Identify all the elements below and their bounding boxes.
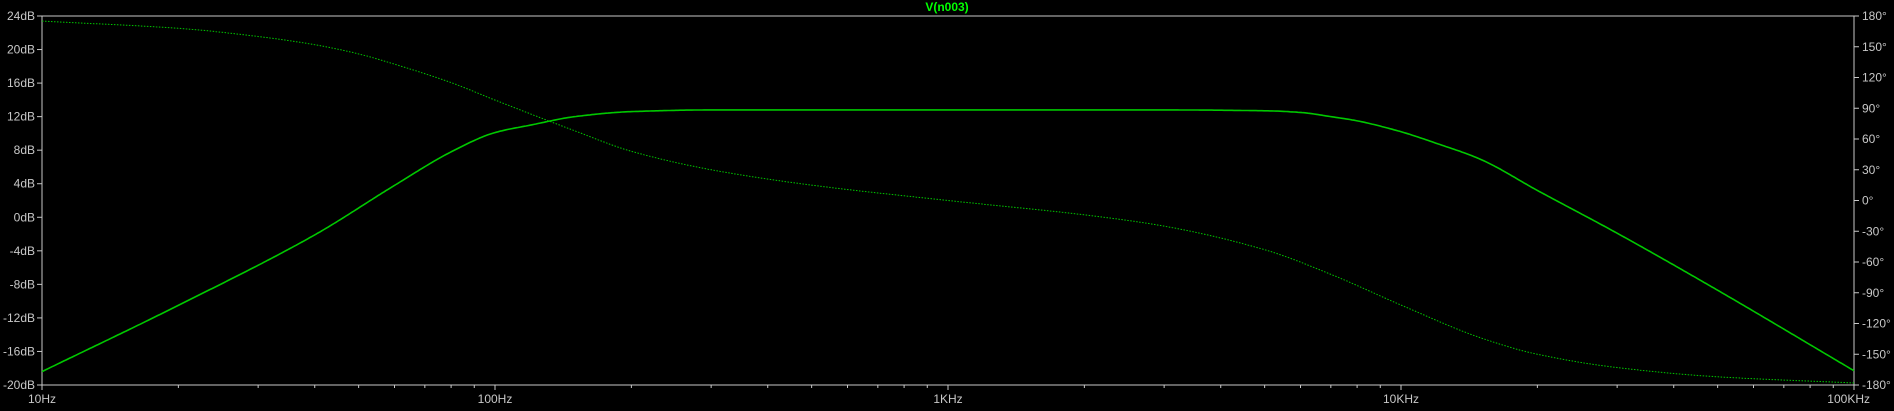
y-right-tick-label: -60° — [1862, 255, 1884, 269]
y-right-tick-label: 30° — [1862, 163, 1880, 177]
magnitude-curve[interactable] — [41, 109, 1855, 373]
y-right-tick-label: 60° — [1862, 132, 1880, 146]
x-tick-label: 100KHz — [1827, 392, 1870, 406]
series-layer — [41, 20, 1855, 384]
y-right-tick-label: 120° — [1862, 71, 1887, 85]
x-tick-label: 1KHz — [933, 392, 962, 406]
y-left-tick-label: 8dB — [14, 143, 35, 157]
y-left-tick-label: 24dB — [7, 9, 35, 23]
x-tick-label: 100Hz — [478, 392, 513, 406]
y-right-tick-label: 90° — [1862, 101, 1880, 115]
y-left-tick-label: -8dB — [10, 277, 35, 291]
x-tick-label: 10KHz — [1383, 392, 1419, 406]
y-left-tick-label: 12dB — [7, 110, 35, 124]
y-right-tick-label: -120° — [1862, 317, 1891, 331]
y-left-tick-label: -20dB — [3, 378, 35, 392]
y-right-tick-label: 150° — [1862, 40, 1887, 54]
y-axis-right: 180° 150° 120° 90° 60° 30° 0° -30° -60° -90° -120°… — [1854, 9, 1891, 392]
x-tick-label: 10Hz — [28, 392, 56, 406]
x-axis: 10Hz 100Hz 1KHz 10KHz 100KHz — [28, 385, 1870, 406]
phase-curve[interactable] — [41, 20, 1854, 384]
y-right-tick-label: -150° — [1862, 347, 1891, 361]
y-right-tick-label: 180° — [1862, 9, 1887, 23]
y-right-tick-label: -180° — [1862, 378, 1891, 392]
y-right-tick-label: -30° — [1862, 224, 1884, 238]
y-right-tick-label: -90° — [1862, 286, 1884, 300]
plot-area-border — [41, 15, 1855, 386]
y-axis-left: 24dB 20dB 16dB 12dB 8dB 4dB 0dB -4dB -8dB -12dB -1… — [3, 9, 42, 392]
y-left-tick-label: -4dB — [10, 244, 35, 258]
y-left-tick-label: -16dB — [3, 344, 35, 358]
y-left-tick-label: 4dB — [14, 177, 35, 191]
y-right-tick-label: 0° — [1862, 194, 1874, 208]
y-left-tick-label: 0dB — [14, 210, 35, 224]
y-left-tick-label: 16dB — [7, 76, 35, 90]
y-left-tick-label: 20dB — [7, 43, 35, 57]
chart-title[interactable]: V(n003) — [925, 0, 968, 14]
y-left-tick-label: -12dB — [3, 311, 35, 325]
